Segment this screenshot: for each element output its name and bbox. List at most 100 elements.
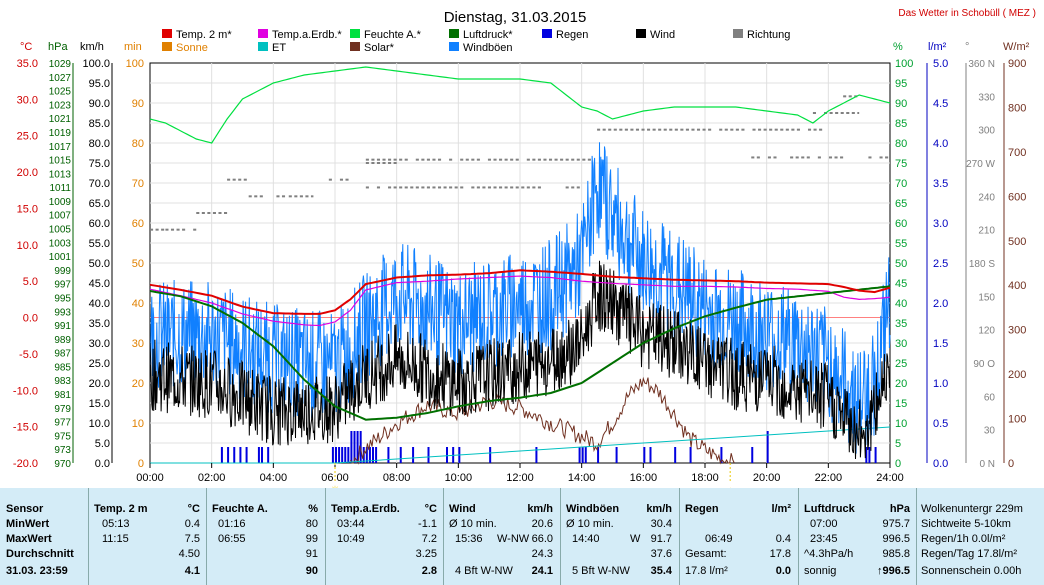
rain-bar [643,447,646,463]
rain-bar [868,447,871,463]
gusts-max-time: 14:40 [572,533,600,545]
rain-bar [338,447,341,463]
pressure-tick-label: 999 [54,266,71,277]
time-tick-label: 16:00 [630,472,658,484]
wind-tick-label: 0.0 [95,458,110,470]
rain-bar [365,447,368,463]
pressure-tick-label: 987 [54,349,71,360]
wind-tick-label: 90.0 [89,98,110,110]
wind-line [149,260,891,460]
solar-tick-label: 400 [1008,280,1026,292]
sunrise-icon: ☀ [331,485,340,488]
rain-per-day: Regen/Tag 17.8l/m² [921,548,1017,560]
pressure-tick-label: 989 [54,335,71,346]
rain-bar [412,447,415,463]
pressure-tick-label: 970 [54,459,71,470]
rain-total-label: Gesamt: [685,548,727,560]
temp2m-avg: 4.50 [178,548,200,560]
ground-temp-min-time: 03:44 [337,518,365,530]
direction-tick-label: 330 [978,92,995,103]
wind-max: 66.0 [531,533,553,545]
legend-label: Sonne [176,42,208,54]
rain-bar [399,447,402,463]
wind-tick-label: 10.0 [89,418,110,430]
pressure-tick-label: 985 [54,362,71,373]
rain-tick-label: 0.0 [933,458,948,470]
avg-label: Durchschnitt [6,548,74,560]
wind-header: Wind [449,503,476,515]
rain-bar [245,447,248,463]
temp2m-min: 0.4 [184,518,200,530]
rain-bar [227,447,230,463]
gusts-unit: km/h [646,503,672,515]
wind-tick-label: 85.0 [89,118,110,130]
pressure-tick-label: 1019 [49,128,72,139]
pressure-tick-label: 1011 [49,183,71,194]
time-tick-label: 06:00 [321,472,349,484]
series-layer [149,66,891,465]
sun-tick-label: 90 [132,98,144,110]
rain-bar [535,447,538,463]
legend-swatch [350,29,360,38]
rain-bar [649,447,652,463]
legend-swatch [449,42,459,51]
sensor-header: Sensor [6,503,44,515]
wind-unit: km/h [80,41,104,53]
humidity-column: Feuchte A. % 01:16 80 06:55 99 91 90 [212,488,318,585]
rain-bar [387,447,390,463]
wind-tick-label: 40.0 [89,298,110,310]
legend-swatch [636,29,646,38]
direction-tick-label: 60 [984,392,996,403]
rain-bar [489,447,492,463]
rain-bar [353,431,356,463]
pressure-tick-label: 1009 [49,197,72,208]
rain-bar [350,431,353,463]
solar-tick-label: 800 [1008,102,1026,114]
sun-tick-label: 10 [132,418,144,430]
pressure-tick-label: 1003 [49,238,72,249]
humidity-tick-label: 65 [895,198,907,210]
temp2m-header: Temp. 2 m [94,503,148,515]
legend-label: ET [272,42,286,54]
wind-unit: km/h [527,503,553,515]
pressure-current-desc: sonnig [804,565,837,577]
rain-bar [689,447,692,463]
wind-current: 24.1 [531,565,553,577]
pressure-tick-label: 977 [54,418,71,429]
legend-label: Richtung [747,29,790,41]
rain-bar [874,447,877,463]
pressure-tick-label: 983 [54,376,71,387]
temp-tick-label: -20.0 [13,458,38,470]
separator [916,488,917,585]
temp2m-unit: °C [187,503,200,515]
temp-tick-label: 5.0 [23,276,38,288]
direction-tick-label: 270 W [966,159,995,170]
rain-bar [581,447,584,463]
pressure-line [149,285,891,421]
rain-bar [344,447,347,463]
direction-tick-label: 30 [984,426,996,437]
rain-bar [239,447,242,463]
summary-panel: Sensor MinWert MaxWert Durchschnitt 31.0… [0,488,1044,585]
time-tick-label: 10:00 [445,472,473,484]
pressure-tick-label: 1025 [49,87,72,98]
temp-tick-label: 15.0 [17,203,38,215]
time-tick-label: 08:00 [383,472,411,484]
pressure-max: 996.5 [882,533,910,545]
rain-bar [375,447,378,463]
sun-tick-label: 40 [132,298,144,310]
pressure-tick-label: 997 [54,280,71,291]
cloud-base: Wolkenuntergr 229m [921,503,1023,515]
humidity-max-time: 06:55 [218,533,246,545]
rain-tick-label: 0.5 [933,418,948,430]
pressure-tick-label: 1021 [49,114,72,125]
solar-tick-label: 100 [1008,414,1026,426]
gusts-avg10: 30.4 [650,518,672,530]
sun-tick-label: 0 [138,458,144,470]
rain-bar [578,447,581,463]
rain-bar [220,447,223,463]
rain-bar [359,431,362,463]
current-label: 31.03. 23:59 [6,565,68,577]
pressure-header: Luftdruck [804,503,855,515]
rain-bar [674,447,677,463]
